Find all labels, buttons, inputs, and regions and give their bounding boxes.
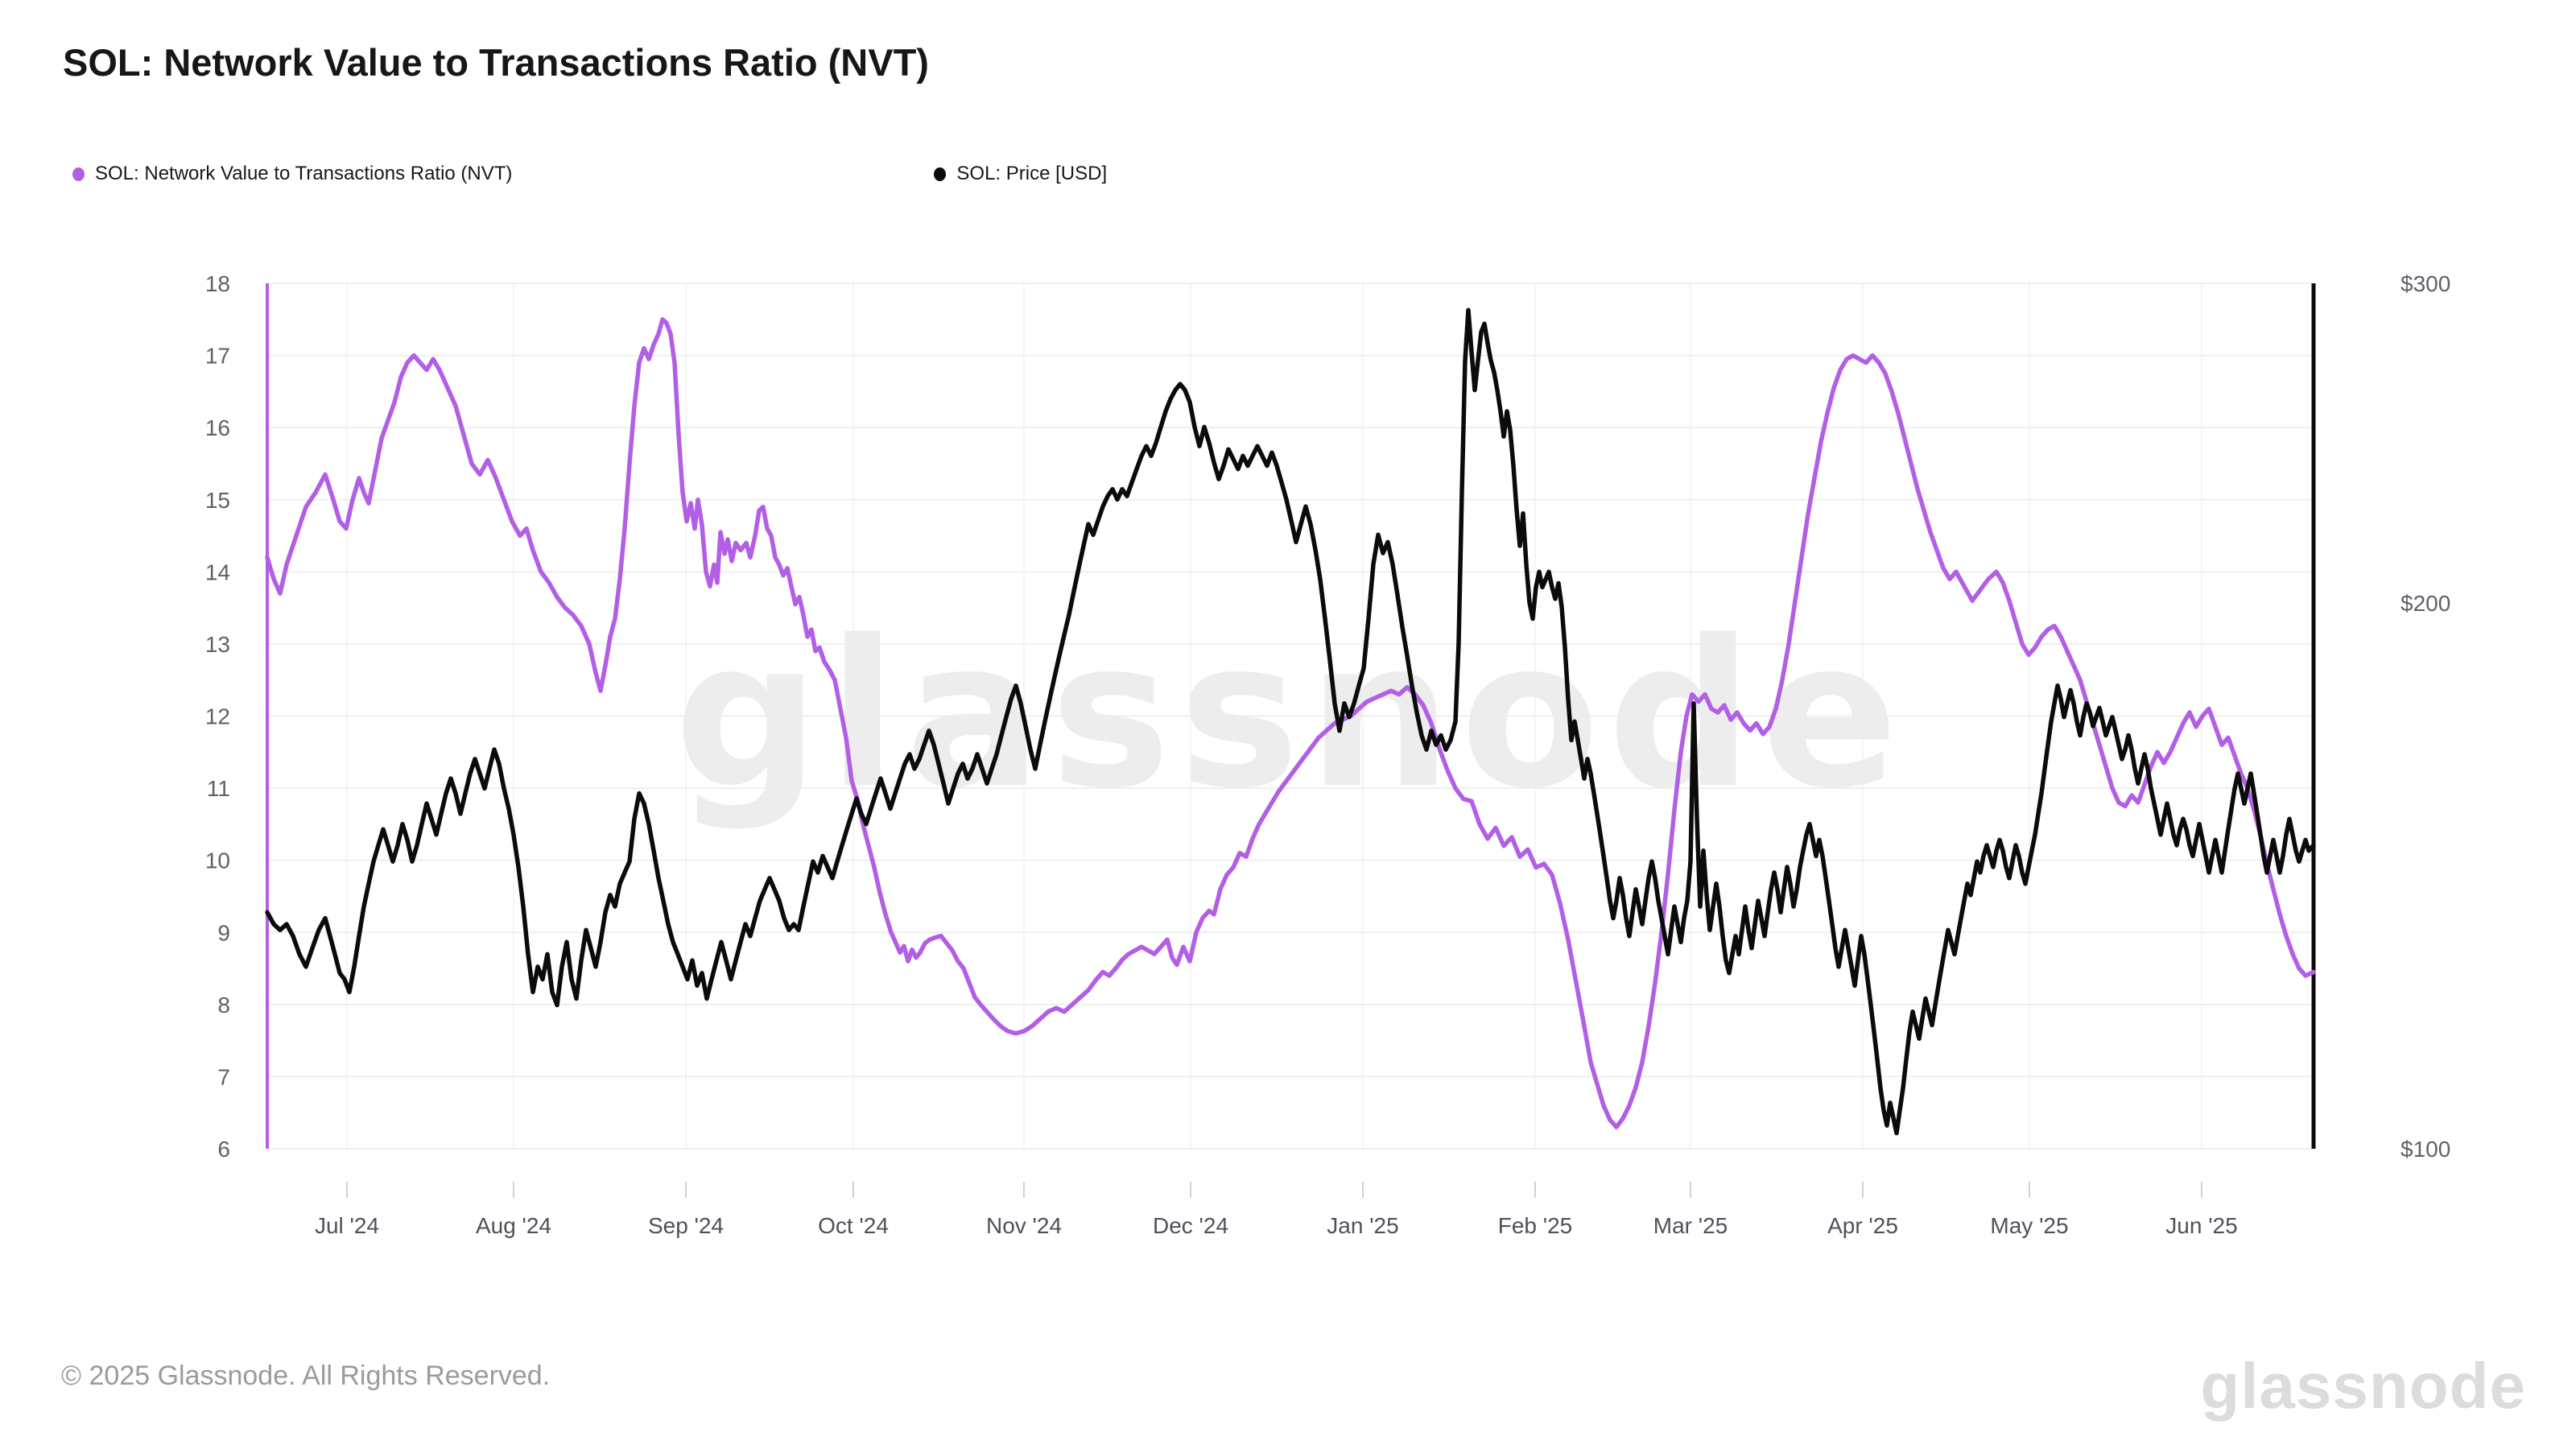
page-title: SOL: Network Value to Transactions Ratio… xyxy=(63,41,929,84)
y-axis-right-label: $200 xyxy=(2401,591,2450,616)
glassnode-logo: glassnode xyxy=(2200,1350,2526,1422)
y-axis-left-label: 9 xyxy=(217,920,230,945)
y-axis-left-label: 18 xyxy=(205,271,230,296)
x-axis-label: Jun '25 xyxy=(2165,1213,2237,1238)
x-axis-label: Nov '24 xyxy=(986,1213,1062,1238)
x-axis-label: Oct '24 xyxy=(818,1213,889,1238)
copyright-text: © 2025 Glassnode. All Rights Reserved. xyxy=(61,1360,551,1391)
x-axis-label: Mar '25 xyxy=(1653,1213,1728,1238)
legend-item-nvt[interactable]: SOL: Network Value to Transactions Ratio… xyxy=(72,163,512,185)
x-axis-label: Jul '24 xyxy=(315,1213,379,1238)
y-axis-left-label: 7 xyxy=(217,1064,230,1089)
legend: SOL: Network Value to Transactions Ratio… xyxy=(72,163,1107,185)
x-axis-label: Dec '24 xyxy=(1153,1213,1228,1238)
legend-item-price[interactable]: SOL: Price [USD] xyxy=(934,163,1107,185)
y-axis-right-label: $300 xyxy=(2401,271,2450,296)
legend-label-nvt: SOL: Network Value to Transactions Ratio… xyxy=(95,163,513,184)
price-series-color-dot-icon xyxy=(934,167,947,181)
y-axis-left-label: 6 xyxy=(217,1137,230,1162)
x-axis-label: Apr '25 xyxy=(1827,1213,1898,1238)
y-axis-left-label: 8 xyxy=(217,993,230,1018)
y-axis-right-label: $100 xyxy=(2401,1137,2450,1162)
y-axis-left-label: 11 xyxy=(207,776,230,801)
x-axis-label: Feb '25 xyxy=(1498,1213,1573,1238)
legend-label-price: SOL: Price [USD] xyxy=(956,163,1108,184)
y-axis-left-label: 14 xyxy=(205,559,230,584)
x-axis-label: Sep '24 xyxy=(648,1213,724,1238)
y-axis-left-label: 15 xyxy=(205,488,230,513)
y-axis-left-label: 17 xyxy=(205,344,230,369)
x-axis-label: Aug '24 xyxy=(476,1213,551,1238)
x-axis-label: May '25 xyxy=(1990,1213,2068,1238)
y-axis-left-label: 16 xyxy=(205,415,230,440)
nvt-series-color-dot-icon xyxy=(72,167,85,181)
x-axis-label: Jan '25 xyxy=(1327,1213,1398,1238)
nvt-ratio-line[interactable] xyxy=(265,317,2316,1129)
y-axis-left-label: 12 xyxy=(205,704,230,729)
sol-price-line[interactable] xyxy=(265,308,2316,1136)
y-axis-left-label: 10 xyxy=(205,848,230,873)
y-axis-left-label: 13 xyxy=(205,632,230,657)
